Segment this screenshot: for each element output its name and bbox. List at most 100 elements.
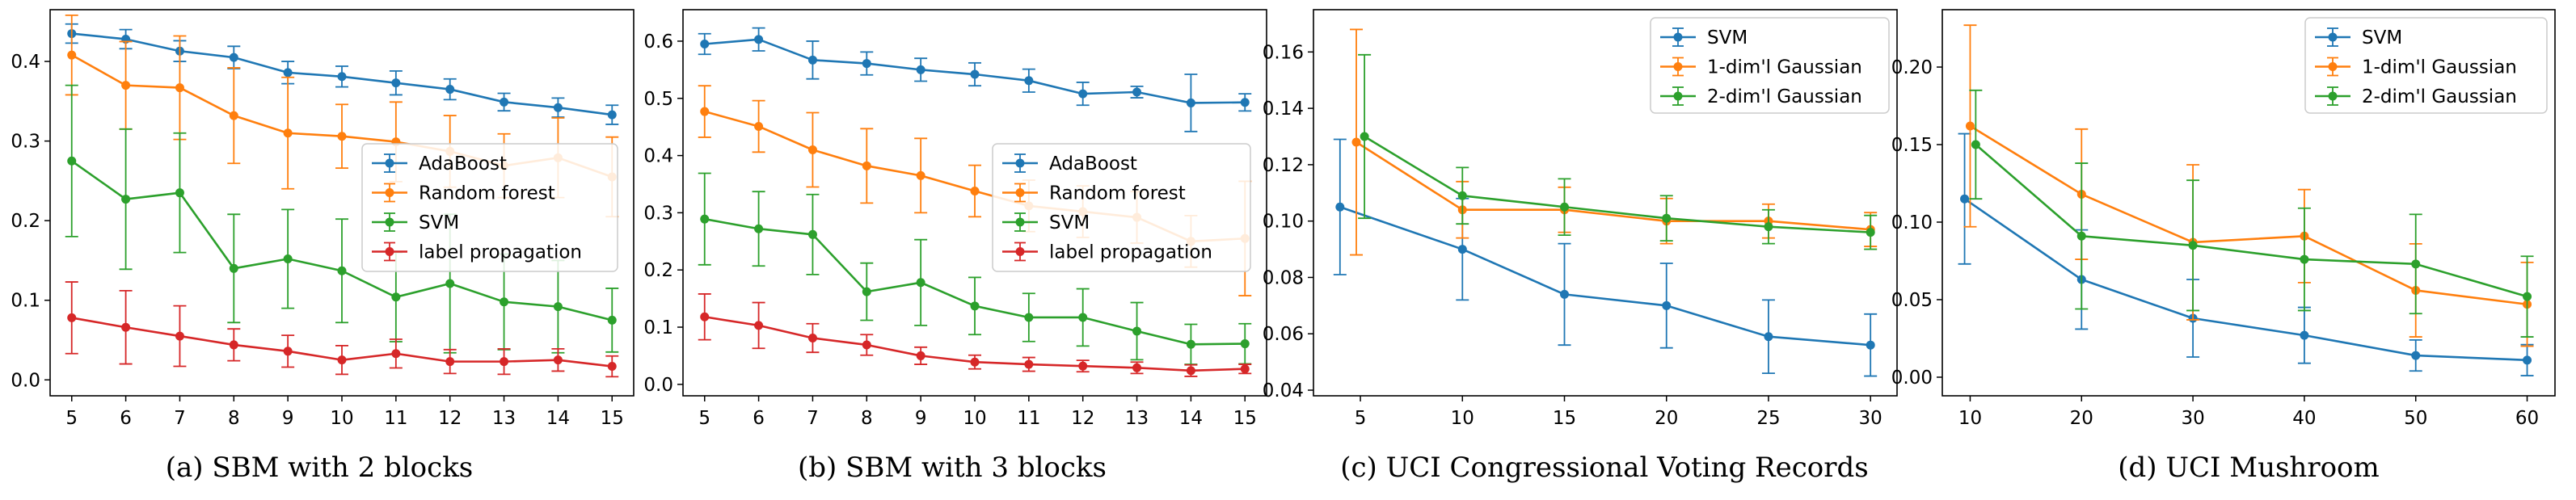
data-point <box>1024 313 1034 322</box>
data-point <box>970 357 980 367</box>
legend-label: label propagation <box>419 242 582 263</box>
y-tick-label: 0.10 <box>1263 212 1304 233</box>
x-tick-label: 8 <box>228 408 240 429</box>
series-adaboost <box>698 27 1252 132</box>
series-label-propagation <box>698 293 1252 377</box>
data-point <box>175 331 184 341</box>
data-point <box>807 55 817 65</box>
legend-label: 1-dim'l Gaussian <box>1707 57 1862 78</box>
data-point <box>283 128 293 138</box>
x-tick-label: 5 <box>698 408 710 429</box>
legend-box <box>992 143 1251 272</box>
data-point <box>2411 351 2421 360</box>
x-tick-label: 6 <box>753 408 765 429</box>
data-point <box>337 72 347 82</box>
y-tick-label: 0.10 <box>1891 212 1933 233</box>
x-tick-label: 6 <box>120 408 132 429</box>
chart-c: 0.04 0.06 0.08 0.10 0.12 0.14 0.16 5 10 15 20 25 30 S… <box>1263 9 1898 484</box>
data-point <box>700 39 710 48</box>
data-point <box>1971 140 1980 149</box>
data-point <box>445 279 455 288</box>
data-point <box>175 83 184 93</box>
legend-label: AdaBoost <box>1049 153 1137 174</box>
data-point <box>283 68 293 78</box>
data-point <box>67 50 77 60</box>
legend-label: 2-dim'l Gaussian <box>2362 86 2517 107</box>
data-point <box>391 78 401 88</box>
data-point <box>2076 231 2086 241</box>
data-point <box>1457 191 1467 200</box>
data-point <box>970 186 980 195</box>
data-point <box>229 340 238 350</box>
series-svm <box>1333 138 1878 377</box>
legend-marker <box>385 188 394 197</box>
data-point <box>1240 339 1250 349</box>
data-point <box>700 214 710 224</box>
x-tick-label: 30 <box>1859 408 1882 429</box>
series-line <box>1364 135 1871 233</box>
series-line <box>1969 124 2528 306</box>
data-point <box>807 229 817 239</box>
data-point <box>2188 241 2198 250</box>
data-point <box>1351 137 1361 147</box>
legend-marker <box>2328 32 2338 42</box>
data-point <box>1186 339 1195 349</box>
x-tick-label: 15 <box>601 408 624 429</box>
data-point <box>700 312 710 321</box>
x-tick-label: 9 <box>282 408 294 429</box>
data-point <box>1335 202 1345 212</box>
y-tick-label: 0.2 <box>11 211 40 232</box>
data-point <box>1662 300 1672 310</box>
chart-caption: (a) SBM with 2 blocks <box>166 452 474 484</box>
data-point <box>754 121 764 131</box>
legend-label: AdaBoost <box>419 153 507 174</box>
data-point <box>2300 254 2309 264</box>
x-tick-label: 12 <box>438 408 462 429</box>
x-tick-label: 13 <box>1125 408 1149 429</box>
data-point <box>916 278 925 288</box>
data-point <box>391 349 401 359</box>
data-point <box>1078 313 1088 322</box>
data-point <box>121 81 131 90</box>
data-point <box>970 69 980 79</box>
series-line <box>1963 198 2528 362</box>
data-point <box>553 103 563 112</box>
data-point <box>807 333 817 342</box>
data-point <box>607 362 617 372</box>
chart-caption: (c) UCI Congressional Voting Records <box>1340 452 1869 484</box>
x-tick-label: 12 <box>1071 408 1094 429</box>
data-point <box>862 287 871 296</box>
legend-label: Random forest <box>1049 183 1186 204</box>
series-line <box>1339 206 1871 347</box>
x-tick-label: 10 <box>1958 408 1982 429</box>
data-point <box>1662 213 1672 223</box>
y-tick-label: 0.3 <box>11 132 40 153</box>
legend-marker <box>1673 91 1683 101</box>
data-point <box>916 170 925 180</box>
chart-a: 0.0 0.1 0.2 0.3 0.4 5 6 7 8 9 10 11 12 13 14 15 AdaBoost… <box>11 9 635 484</box>
data-point <box>1132 326 1142 336</box>
data-point <box>1764 222 1773 232</box>
data-point <box>607 315 617 325</box>
data-point <box>553 355 563 365</box>
data-point <box>970 301 980 311</box>
x-tick-label: 14 <box>546 408 570 429</box>
legend-marker <box>1015 188 1025 197</box>
data-point <box>500 357 509 367</box>
legend: SVM 1-dim'l Gaussian 2-dim'l Gaussian <box>2304 17 2548 114</box>
x-tick-label: 60 <box>2515 408 2539 429</box>
legend-box <box>1650 17 1890 114</box>
y-tick-label: 0.3 <box>643 203 673 224</box>
data-point <box>1965 121 1975 131</box>
data-point <box>1560 202 1570 212</box>
data-point <box>67 156 77 166</box>
data-point <box>1078 361 1088 371</box>
data-point <box>500 97 509 107</box>
data-point <box>1078 89 1088 99</box>
series-line <box>1355 141 1871 231</box>
x-tick-label: 13 <box>492 408 516 429</box>
legend-marker <box>1015 158 1025 168</box>
y-tick-label: 0.04 <box>1263 380 1304 401</box>
data-point <box>175 188 184 198</box>
data-point <box>916 65 925 74</box>
